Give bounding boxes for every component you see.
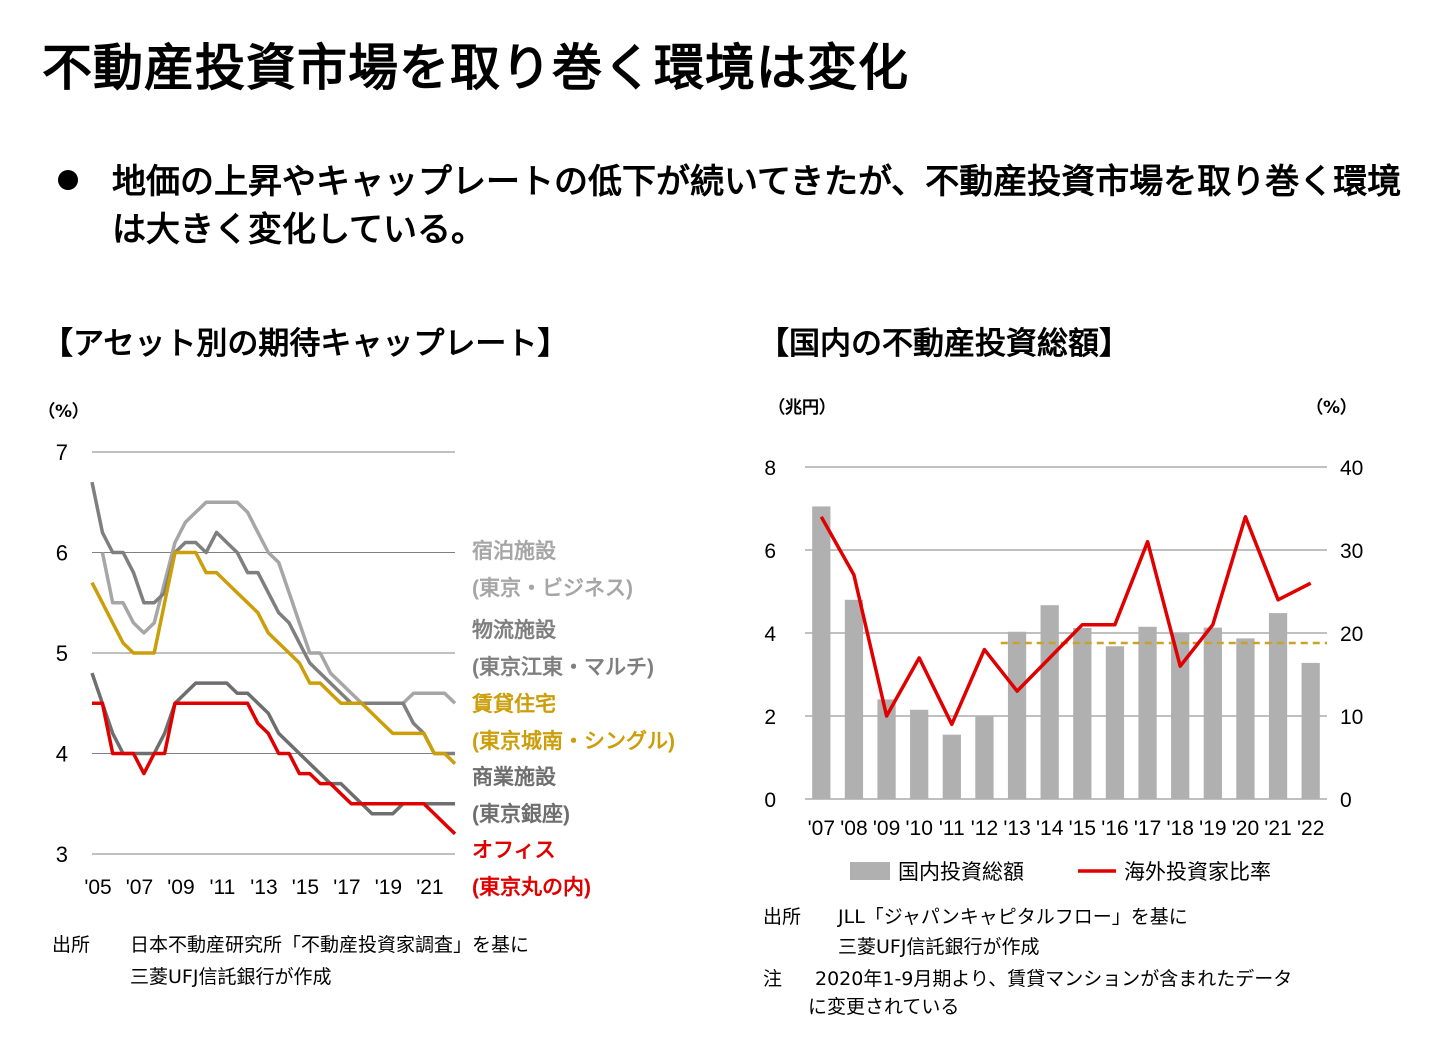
y-right-tick-label: 0 [1340,789,1352,812]
foreign-investor-ratio-line [819,515,1312,727]
x-tick-label: '11 [939,817,965,840]
x-tick-label: '20 [1232,817,1259,840]
series-sublabel-hotel: (東京・ビジネス) [472,576,633,600]
x-tick-label: '12 [971,817,998,840]
left-source-line1: 日本不動産研究所「不動産投資家調査」を基に [130,934,530,956]
series-label-residential: 賃貸住宅 [471,692,556,716]
x-tick-label: '11 [210,876,236,899]
series-label-office: オフィス [472,839,556,862]
series-sublabel-retail: (東京銀座) [472,802,570,826]
y-tick-label: 6 [56,541,68,566]
x-tick-label: '10 [906,817,933,840]
y-left-tick-label: 8 [764,457,776,480]
series-sublabel-residential: (東京城南・シングル) [472,729,675,753]
x-tick-label: '09 [167,876,194,899]
x-tick-label: '19 [375,876,402,899]
y-left-tick-label: 2 [764,706,776,729]
bar [1268,613,1288,799]
series-label-retail: 商業施設 [472,765,557,789]
x-tick-label: '13 [1003,817,1030,840]
bar [1203,627,1222,799]
bar [1105,646,1125,799]
x-tick-label: '17 [1134,817,1161,840]
x-tick-label: '15 [292,876,319,899]
x-tick-label: '08 [840,817,867,840]
right-chart-heading: 【国内の不動産投資総額】 [758,326,1130,362]
y-right-tick-label: 40 [1340,457,1363,480]
x-tick-label: '09 [873,817,900,840]
x-tick-label: '16 [1101,817,1128,840]
y-tick-label: 7 [56,440,68,465]
right-source-label: 出所 [763,906,802,928]
bar [910,709,929,799]
y-right-tick-label: 30 [1340,540,1363,563]
y-tick-label: 5 [56,641,68,666]
legend-line-label: 海外投資家比率 [1124,861,1271,884]
x-tick-label: '07 [808,817,835,840]
investment-volume-chart: 02468010203040'07'08'09'10'11'12'13'14'1… [764,457,1363,884]
series-line-residential [90,550,457,765]
cap-rate-chart: 3 4 5 6 7 '05 '07 '09 '11 '13 '15 '17 '19 '21 宿泊施設 (東京・… [56,440,675,899]
x-tick-label: '18 [1167,817,1194,840]
series-sublabel-logistics: (東京江東・マルチ) [472,655,654,679]
y-right-tick-label: 10 [1340,706,1363,729]
left-source-label: 出所 [52,934,91,956]
x-tick-label: '13 [250,876,277,899]
y-left-tick-label: 4 [764,623,776,646]
left-chart-unit: （%） [38,402,90,422]
y-tick-label: 4 [56,742,68,767]
page-title: 不動産投資市場を取り巻く環境は変化 [42,39,909,97]
right-source-line2: 三菱UFJ信託銀行が作成 [838,936,1040,958]
bar [1236,638,1255,799]
bar [942,734,961,799]
series-sublabel-office: (東京丸の内) [472,875,591,899]
bar [1040,605,1059,799]
bar [1171,633,1190,799]
x-tick-label: '05 [84,876,111,899]
legend-bar-label: 国内投資総額 [898,861,1024,884]
x-tick-label: '19 [1199,817,1226,840]
x-tick-label: '21 [416,876,443,899]
y-left-tick-label: 6 [764,540,776,563]
bar [975,716,994,799]
right-note-label: 注 [763,968,783,990]
left-source-line2: 三菱UFJ信託銀行が作成 [130,966,332,988]
bar [812,506,831,799]
y-left-tick-label: 0 [764,789,776,812]
right-chart-unit-right: （%） [1306,398,1358,418]
x-tick-label: '17 [333,876,360,899]
bullet-dot-icon [58,170,78,190]
x-tick-label: '14 [1036,817,1064,840]
right-source-line1: JLL「ジャパンキャピタルフロー」を基に [838,906,1188,928]
y-right-tick-label: 20 [1340,623,1363,646]
bar [1007,631,1027,799]
x-tick-label: '15 [1069,817,1096,840]
right-chart-unit-left: （兆円） [768,398,836,418]
right-note-line2: に変更されている [808,996,960,1018]
series-line-office [92,701,457,836]
y-tick-label: 3 [56,842,68,867]
right-note-line1: 2020年1-9月期より、賃貸マンションが含まれたデータ [815,968,1293,990]
left-chart-heading: 【アセット別の期待キャップレート】 [42,326,569,362]
x-tick-label: '07 [126,876,153,899]
series-label-hotel: 宿泊施設 [472,539,557,563]
legend-bar-swatch [850,862,890,880]
x-tick-label: '21 [1264,817,1291,840]
series-label-logistics: 物流施設 [472,618,557,642]
bar [844,599,864,799]
x-tick-label: '22 [1297,817,1324,840]
series-line-logistics [90,481,455,756]
bar [1073,628,1092,799]
bar [877,699,896,799]
bar [1301,662,1320,799]
bullet-text: 地価の上昇やキャップレートの低下が続いてきたが、不動産投資市場を取り巻く環境は大… [112,162,1402,250]
bar [1138,626,1157,799]
